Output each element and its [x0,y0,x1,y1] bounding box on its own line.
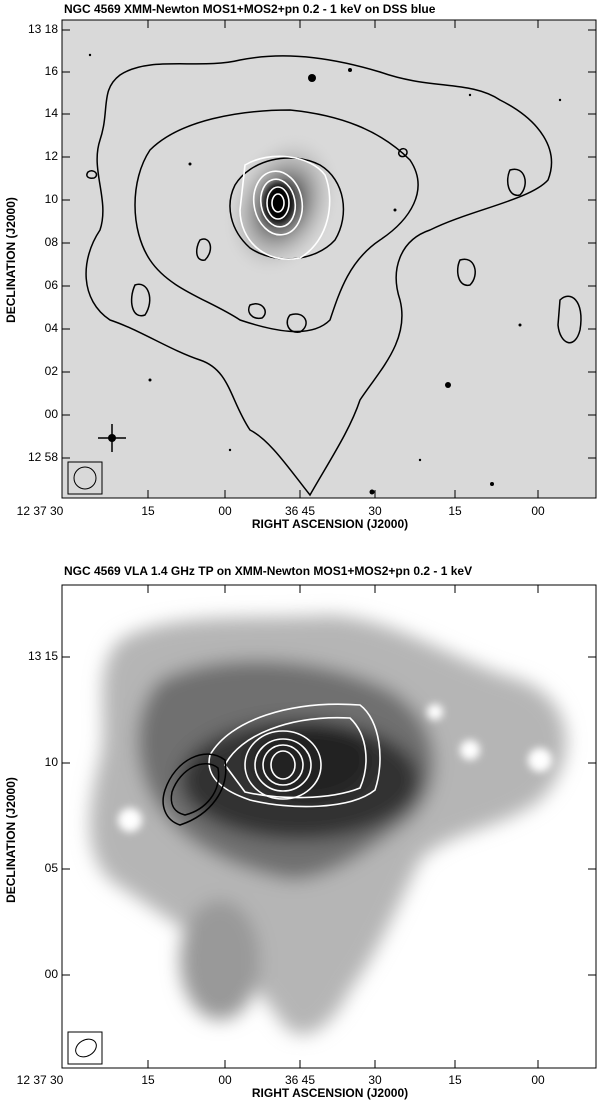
y-tick-label: 12 58 [28,450,58,464]
y-tick-label: 00 [45,967,59,981]
xray-image [62,585,596,1068]
y-tick-label: 12 [45,149,59,163]
frame [61,584,597,1069]
y-tick-label: 04 [45,321,59,335]
y-tick-label: 10 [45,755,59,769]
y-tick-label: 13 15 [28,649,58,663]
y-tick-label: 14 [45,106,59,120]
panel-title: NGC 4569 XMM-Newton MOS1+MOS2+pn 0.2 - 1… [64,2,436,16]
x-tick-label: 00 [531,504,545,518]
x-tick-label: 12 37 30 [17,504,64,518]
x-tick-label: 30 [368,504,382,518]
x-tick-label: 30 [368,1073,382,1087]
y-tick-label: 08 [45,235,59,249]
frame [61,19,597,499]
x-tick-label: 36 45 [285,504,315,518]
x-tick-label: 00 [531,1073,545,1087]
x-tick-label: 00 [218,1073,232,1087]
x-axis-label: RIGHT ASCENSION (J2000) [252,517,408,531]
panel-title: NGC 4569 VLA 1.4 GHz TP on XMM-Newton MO… [64,564,472,578]
y-tick-label: 00 [45,407,59,421]
x-tick-label: 15 [448,1073,462,1087]
x-tick-label: 00 [218,504,232,518]
x-tick-label: 15 [141,1073,155,1087]
x-tick-label: 15 [448,504,462,518]
x-axis-label: RIGHT ASCENSION (J2000) [252,1086,408,1100]
y-tick-label: 10 [45,192,59,206]
x-tick-label: 36 45 [285,1073,315,1087]
y-tick-label: 13 18 [28,22,58,36]
y-tick-label: 06 [45,278,59,292]
x-tick-label: 12 37 30 [17,1073,64,1087]
y-tick-label: 05 [45,861,59,875]
optical-image [62,20,596,498]
y-tick-label: 02 [45,364,59,378]
y-tick-label: 16 [45,64,59,78]
x-tick-label: 15 [141,504,155,518]
y-axis-label: DECLINATION (J2000) [4,197,18,323]
y-axis-label: DECLINATION (J2000) [4,777,18,903]
